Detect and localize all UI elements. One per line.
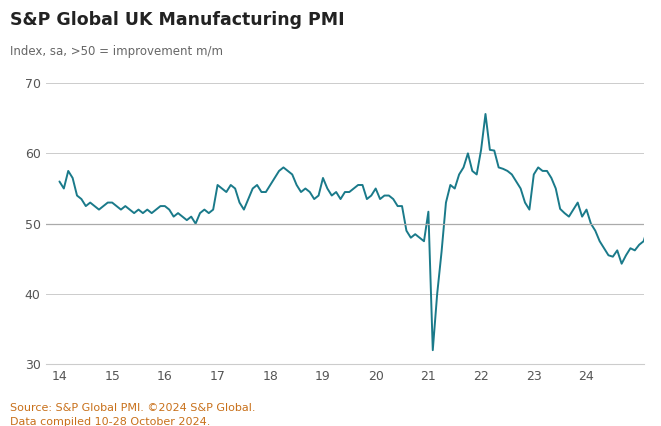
Text: Data compiled 10-28 October 2024.: Data compiled 10-28 October 2024. — [10, 417, 210, 426]
Text: S&P Global UK Manufacturing PMI: S&P Global UK Manufacturing PMI — [10, 11, 344, 29]
Text: Source: S&P Global PMI. ©2024 S&P Global.: Source: S&P Global PMI. ©2024 S&P Global… — [10, 403, 255, 412]
Text: Index, sa, >50 = improvement m/m: Index, sa, >50 = improvement m/m — [10, 45, 223, 58]
